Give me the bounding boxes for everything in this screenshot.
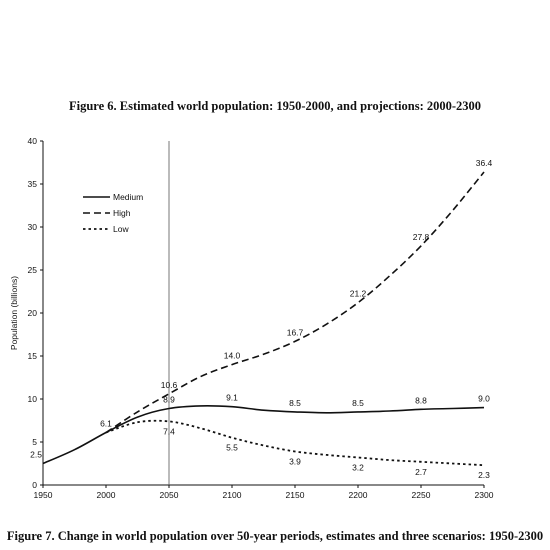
data-label: 14.0 — [224, 351, 241, 361]
y-tick-label: 0 — [32, 480, 37, 490]
data-label: 8.5 — [289, 398, 301, 408]
data-label: 5.5 — [226, 443, 238, 453]
x-tick-label: 2250 — [412, 490, 431, 500]
data-label: 8.5 — [352, 398, 364, 408]
data-label: 8.9 — [163, 394, 175, 404]
legend-label-low: Low — [113, 224, 129, 234]
x-tick-label: 2300 — [475, 490, 494, 500]
chart-legend: Medium High Low — [83, 192, 143, 234]
data-label: 7.4 — [163, 426, 175, 436]
y-tick-label: 35 — [28, 179, 38, 189]
y-axis-label: Population (billions) — [9, 276, 19, 350]
y-tick-label: 10 — [28, 394, 38, 404]
data-label: 21.2 — [350, 289, 367, 299]
x-tick-label: 2100 — [223, 490, 242, 500]
data-labels: 2.5 6.1 10.6 8.9 7.4 14.0 9.1 5.5 16.7 8.5 3.9 21.2… — [30, 158, 492, 480]
y-tick-label: 20 — [28, 308, 38, 318]
data-label: 16.7 — [287, 327, 304, 337]
y-tick-label: 5 — [32, 437, 37, 447]
data-label: 10.6 — [161, 380, 178, 390]
data-label: 2.3 — [478, 470, 490, 480]
chart-axes: 0 5 10 15 20 25 30 35 40 1950 2000 2050 2100 2150 2200… — [28, 136, 494, 500]
x-tick-label: 2200 — [349, 490, 368, 500]
data-label: 27.8 — [413, 232, 430, 242]
legend-label-high: High — [113, 208, 131, 218]
data-label: 2.5 — [30, 450, 42, 460]
data-label: 3.2 — [352, 462, 364, 472]
data-label: 2.7 — [415, 467, 427, 477]
x-tick-label: 2150 — [286, 490, 305, 500]
series-line-low — [105, 419, 485, 467]
y-tick-label: 40 — [28, 136, 38, 146]
figure-6-title: Figure 6. Estimated world population: 19… — [68, 99, 482, 113]
data-label: 36.4 — [476, 158, 493, 168]
series-line-high — [105, 171, 485, 434]
series-lines — [42, 171, 485, 467]
x-tick-label: 1950 — [34, 490, 53, 500]
data-label: 9.0 — [478, 394, 490, 404]
y-tick-label: 25 — [28, 265, 38, 275]
data-label: 3.9 — [289, 456, 301, 466]
figure-7-title: Figure 7. Change in world population ove… — [6, 529, 544, 543]
data-label: 8.8 — [415, 395, 427, 405]
y-tick-label: 30 — [28, 222, 38, 232]
legend-label-medium: Medium — [113, 192, 143, 202]
series-line-medium — [42, 405, 485, 465]
y-tick-label: 15 — [28, 351, 38, 361]
x-tick-label: 2000 — [97, 490, 116, 500]
x-tick-label: 2050 — [160, 490, 179, 500]
data-label: 9.1 — [226, 393, 238, 403]
data-label: 6.1 — [100, 419, 112, 429]
